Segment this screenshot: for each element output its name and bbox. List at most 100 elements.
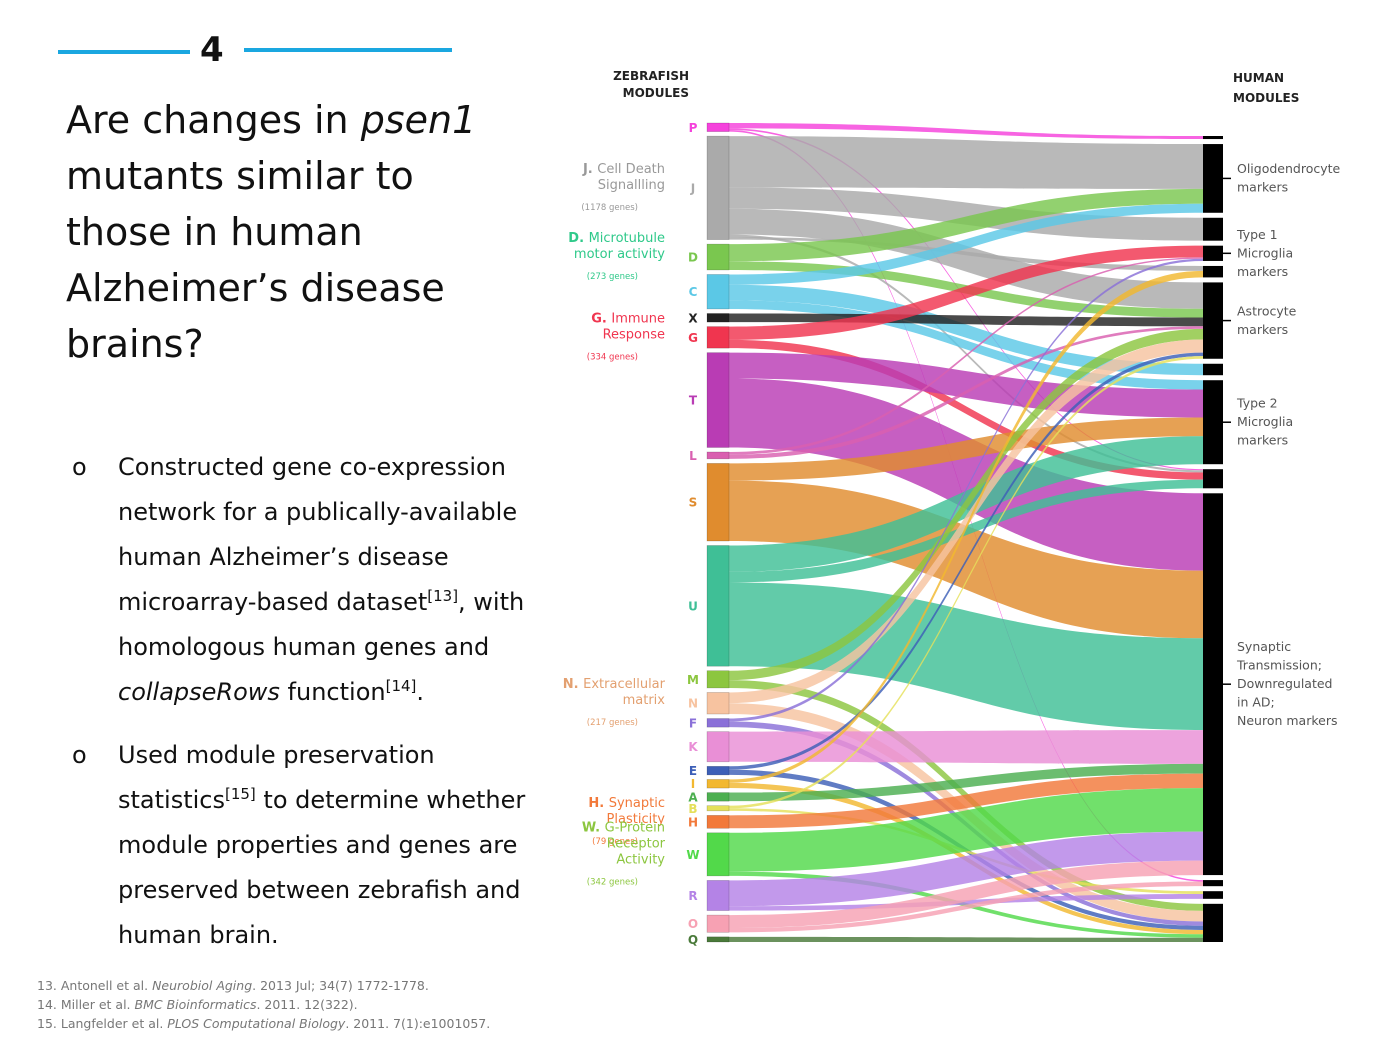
flow-G-micro2b: [729, 339, 1203, 480]
zebrafish-node-U: [706, 545, 730, 667]
citation: [14]: [385, 677, 417, 695]
human-node-h5: [1203, 265, 1223, 278]
zebrafish-letter-H: H: [688, 815, 698, 829]
reference-line: 15. Langfelder et al. PLOS Computational…: [37, 1014, 490, 1033]
human-node-synaptic: [1203, 493, 1223, 876]
flow-B-astro: [729, 356, 1203, 809]
zebrafish-letter-W: W: [686, 848, 699, 862]
header-rule-right: [244, 48, 452, 52]
zebrafish-node-X: [706, 313, 730, 323]
zebrafish-node-R: [706, 880, 730, 911]
human-modules-header: HUMAN MODULES: [1233, 71, 1299, 105]
zebrafish-module-label: G. Immune Response: [591, 311, 665, 342]
text: to determine whether module properties a…: [118, 786, 526, 949]
zebrafish-letter-K: K: [688, 740, 698, 754]
zebrafish-letter-C: C: [689, 285, 698, 299]
bullet-item: o Used module preservation statistics[15]…: [70, 733, 540, 958]
bullet-marker: o: [72, 453, 87, 481]
flow-ribbons: [729, 123, 1203, 942]
flow-P-micro2b: [729, 128, 1203, 471]
human-node-h1: [1203, 136, 1223, 140]
flow-C-micro2a: [729, 300, 1203, 390]
title-gene-name: psen1: [360, 98, 477, 142]
human-module-label: Type 1 Microglia markers: [1236, 227, 1293, 279]
zebrafish-module-label: D. Microtubule motor activity: [568, 231, 665, 262]
zebrafish-node-S: [706, 463, 730, 542]
reference-line: 13. Antonell et al. Neurobiol Aging. 201…: [37, 976, 490, 995]
flow-M-astro: [729, 328, 1203, 681]
flow-E-astro: [729, 352, 1203, 770]
zebrafish-letter-M: M: [687, 673, 699, 687]
zebrafish-letter-A: A: [688, 790, 698, 804]
text: function: [279, 678, 386, 706]
zebrafish-node-C: [706, 274, 730, 310]
flow-R-h12: [729, 894, 1203, 911]
zebrafish-node-F: [706, 718, 730, 728]
human-module-label: Oligodendrocyte markers: [1237, 161, 1341, 195]
zebrafish-node-P: [706, 122, 730, 132]
text: . 2013 Jul; 34(7) 1772-1778.: [252, 978, 429, 993]
text: 13. Antonell et al.: [37, 978, 153, 993]
text: Used module preservation statistics: [118, 741, 435, 814]
text: . 2011. 7(1):e1001057.: [345, 1016, 491, 1031]
zebrafish-letter-F: F: [689, 716, 697, 730]
references: 13. Antonell et al. Neurobiol Aging. 201…: [37, 976, 490, 1033]
zebrafish-node-N: [706, 692, 730, 715]
zebrafish-node-B: [706, 805, 730, 812]
flow-S-synaptic: [729, 480, 1203, 639]
reference-line: 14. Miller et al. BMC Bioinformatics. 20…: [37, 995, 490, 1014]
flow-L-h4: [729, 257, 1203, 455]
zebrafish-node-A: [706, 792, 730, 802]
zebrafish-gene-count: (79 genes): [592, 837, 638, 847]
flow-O-synaptic: [729, 860, 1203, 929]
human-node-h12: [1203, 891, 1223, 899]
text: 15. Langfelder et al.: [37, 1016, 168, 1031]
zebrafish-letter-Q: Q: [688, 933, 698, 947]
zebrafish-modules-header: ZEBRAFISH MODULES: [613, 69, 689, 100]
text: Constructed gene co-expression network f…: [118, 453, 518, 616]
flow-L-astro: [729, 326, 1203, 459]
text: . 2011. 12(322).: [256, 997, 358, 1012]
citation: [15]: [224, 785, 256, 803]
flow-Q-h13: [729, 936, 1203, 942]
zebrafish-letter-G: G: [688, 331, 698, 345]
zebrafish-letter-T: T: [689, 394, 698, 408]
italic-text: BMC Bioinformatics: [134, 997, 257, 1012]
zebrafish-module-label: W. G-Protein Receptor Activity: [582, 820, 666, 867]
zebrafish-gene-count: (1178 genes): [581, 203, 638, 213]
human-node-h7: [1203, 363, 1223, 376]
zebrafish-letter-D: D: [688, 251, 698, 265]
flow-A-synaptic: [729, 763, 1203, 802]
zebrafish-letter-S: S: [689, 496, 698, 510]
bullet-list: o Constructed gene co-expression network …: [70, 445, 540, 976]
flow-F-h4: [729, 258, 1203, 722]
human-node-oligo: [1203, 144, 1223, 213]
bullet-marker: o: [72, 741, 87, 769]
zebrafish-node-D: [706, 243, 730, 271]
flow-G-h4: [729, 245, 1203, 340]
human-node-h11: [1203, 880, 1223, 887]
flow-H-synaptic: [729, 773, 1203, 829]
zebrafish-node-I: [706, 779, 730, 789]
flow-J-astro: [729, 208, 1203, 309]
zebrafish-node-E: [706, 766, 730, 776]
flow-T-micro2a: [729, 352, 1203, 418]
zebrafish-node-K: [706, 731, 730, 763]
zebrafish-node-Q: [706, 936, 730, 943]
zebrafish-letter-U: U: [688, 599, 698, 613]
flow-C-oligo: [729, 203, 1203, 285]
human-module-label: Synaptic Transmission; Downregulated in AD;…: [1236, 639, 1337, 728]
flow-I-h5: [729, 270, 1203, 783]
flow-W-synaptic: [729, 788, 1203, 872]
zebrafish-node-J: [706, 135, 730, 240]
slide-number: 4: [200, 30, 224, 70]
zebrafish-node-T: [706, 352, 730, 448]
human-module-label: Type 2 Microglia markers: [1236, 396, 1293, 448]
zebrafish-letter-J: J: [690, 181, 695, 195]
human-node-h13: [1203, 903, 1223, 942]
zebrafish-gene-count: (334 genes): [587, 352, 638, 362]
human-node-h3: [1203, 217, 1223, 241]
zebrafish-letter-R: R: [688, 889, 697, 903]
zebrafish-gene-count: (273 genes): [587, 272, 638, 282]
